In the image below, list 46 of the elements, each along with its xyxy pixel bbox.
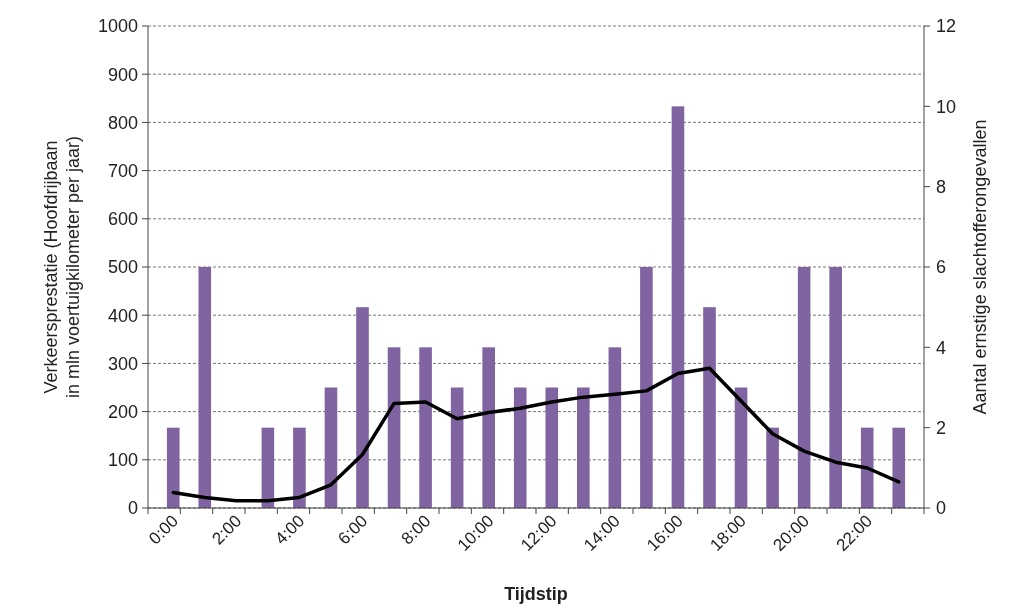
bar (577, 387, 590, 508)
bar (797, 267, 811, 508)
y2-tick-label: 8 (936, 176, 947, 197)
y-tick-label: 100 (107, 450, 138, 471)
y-tick-label: 700 (107, 160, 138, 181)
y2-tick-label: 4 (936, 337, 947, 358)
bar (166, 427, 180, 508)
bar (387, 347, 401, 508)
bar (608, 347, 622, 508)
bar (671, 106, 685, 508)
y-tick-label: 1000 (97, 16, 138, 37)
bar (293, 427, 306, 508)
y2-tick-label: 12 (936, 16, 957, 37)
x-tick-label: 4:00 (271, 511, 309, 549)
bar (324, 387, 338, 508)
bar (513, 387, 527, 508)
y2-tick-label: 0 (936, 498, 947, 519)
x-tick-label: 6:00 (334, 511, 372, 549)
bar (482, 347, 495, 508)
y-tick-label: 0 (127, 498, 138, 519)
x-axis-title: Tijdstip (504, 584, 568, 604)
y-tick-label: 300 (107, 353, 138, 374)
bar (419, 347, 432, 508)
bar (860, 427, 874, 508)
bar (198, 267, 212, 508)
y-tick-label: 800 (107, 112, 138, 133)
bar (734, 387, 748, 508)
y-tick-label: 600 (107, 209, 138, 230)
bar (892, 427, 906, 508)
y2-tick-label: 10 (936, 96, 957, 117)
bar (640, 267, 653, 508)
y-tick-label: 900 (107, 64, 138, 85)
bar (766, 427, 779, 508)
y-tick-label: 400 (107, 305, 138, 326)
y-tick-label: 200 (107, 401, 138, 422)
bar (829, 267, 842, 508)
bar (450, 387, 464, 508)
y-tick-label: 500 (107, 257, 138, 278)
bar (703, 307, 716, 508)
y2-axis-title: Aantal ernstige slachtofferongevallen (970, 119, 990, 415)
line-series (171, 366, 901, 503)
y2-tick-label: 2 (936, 417, 947, 438)
y-axis-title: Verkeersprestatie (Hoofdrijbaan in mln voertuigkilometer per jaar) (41, 135, 83, 399)
y2-tick-label: 6 (936, 257, 947, 278)
bar (356, 307, 369, 508)
bar (545, 387, 559, 508)
